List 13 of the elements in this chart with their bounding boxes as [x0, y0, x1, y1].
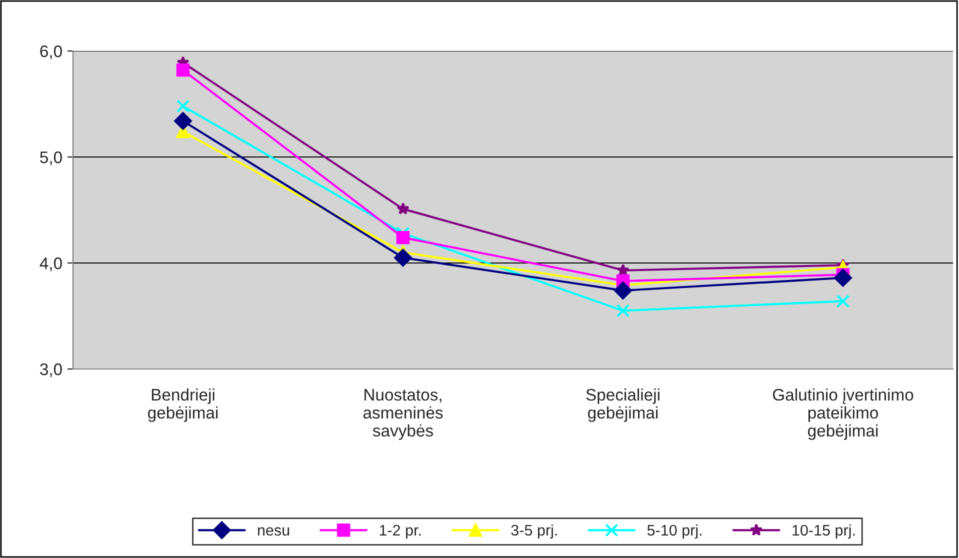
y-tick-label: 4,0	[40, 257, 62, 272]
y-tick-label: 3,0	[40, 363, 62, 378]
x-tick-label: Specialieji gebėjimai	[586, 388, 660, 422]
y-tick-label: 6,0	[40, 45, 62, 60]
x-tick-label: Bendrieji gebėjimai	[148, 388, 218, 422]
legend-label: 5-10 prj.	[647, 524, 702, 539]
legend-label: 1-2 pr.	[380, 524, 421, 539]
x-tick-label: Nuostatos, asmeninės savybės	[363, 389, 443, 440]
legend-label: 10-15 prj.	[792, 524, 855, 539]
legend-label: 3-5 prj.	[511, 524, 557, 539]
legend-label: nesu	[258, 527, 290, 536]
x-tick-label: Galutinio įvertinimo pateikimo gebėjimai	[772, 388, 914, 440]
y-tick-label: 5,0	[40, 151, 62, 166]
